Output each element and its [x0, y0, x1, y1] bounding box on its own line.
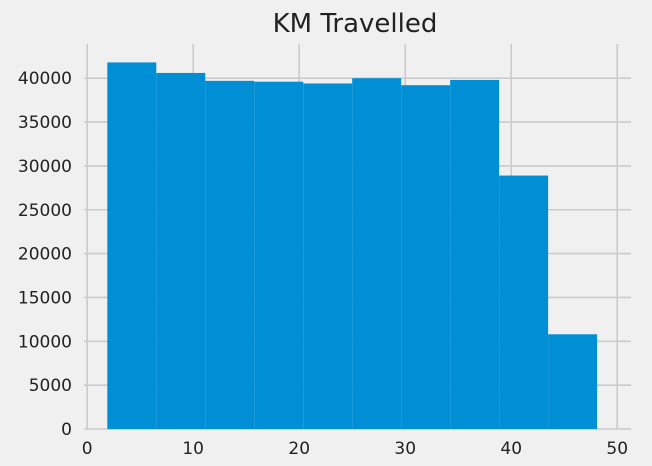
- histogram-bar: [548, 334, 598, 429]
- histogram-bar: [450, 79, 500, 429]
- y-tick-label: 30000: [18, 157, 72, 177]
- x-tick-label: 0: [82, 439, 93, 459]
- x-tick-label: 40: [500, 439, 522, 459]
- y-tick-label: 35000: [18, 113, 72, 133]
- histogram-bars: [107, 62, 598, 430]
- y-axis-tick-labels: 0 5000 10000 15000 20000 25000 30000 35000 40000: [18, 69, 72, 440]
- histogram-bar: [401, 85, 451, 429]
- chart-title: KM Travelled: [273, 9, 438, 39]
- y-tick-label: 0: [61, 420, 72, 440]
- histogram-bar: [303, 83, 353, 429]
- y-tick-label: 20000: [18, 245, 72, 265]
- y-tick-label: 40000: [18, 69, 72, 89]
- histogram-bar: [156, 72, 206, 430]
- histogram-bar: [107, 62, 157, 429]
- y-tick-label: 15000: [18, 288, 72, 308]
- histogram-bar: [352, 78, 402, 430]
- histogram-bar: [499, 175, 549, 429]
- x-tick-label: 30: [394, 439, 416, 459]
- y-tick-label: 10000: [18, 332, 72, 352]
- x-tick-label: 50: [606, 439, 628, 459]
- y-tick-label: 5000: [29, 376, 72, 396]
- y-tick-label: 25000: [18, 201, 72, 221]
- x-tick-label: 10: [182, 439, 204, 459]
- histogram-bar: [205, 80, 255, 429]
- x-tick-label: 20: [288, 439, 310, 459]
- x-axis-tick-labels: 0 10 20 30 40 50: [82, 439, 628, 459]
- histogram-bar: [254, 81, 304, 430]
